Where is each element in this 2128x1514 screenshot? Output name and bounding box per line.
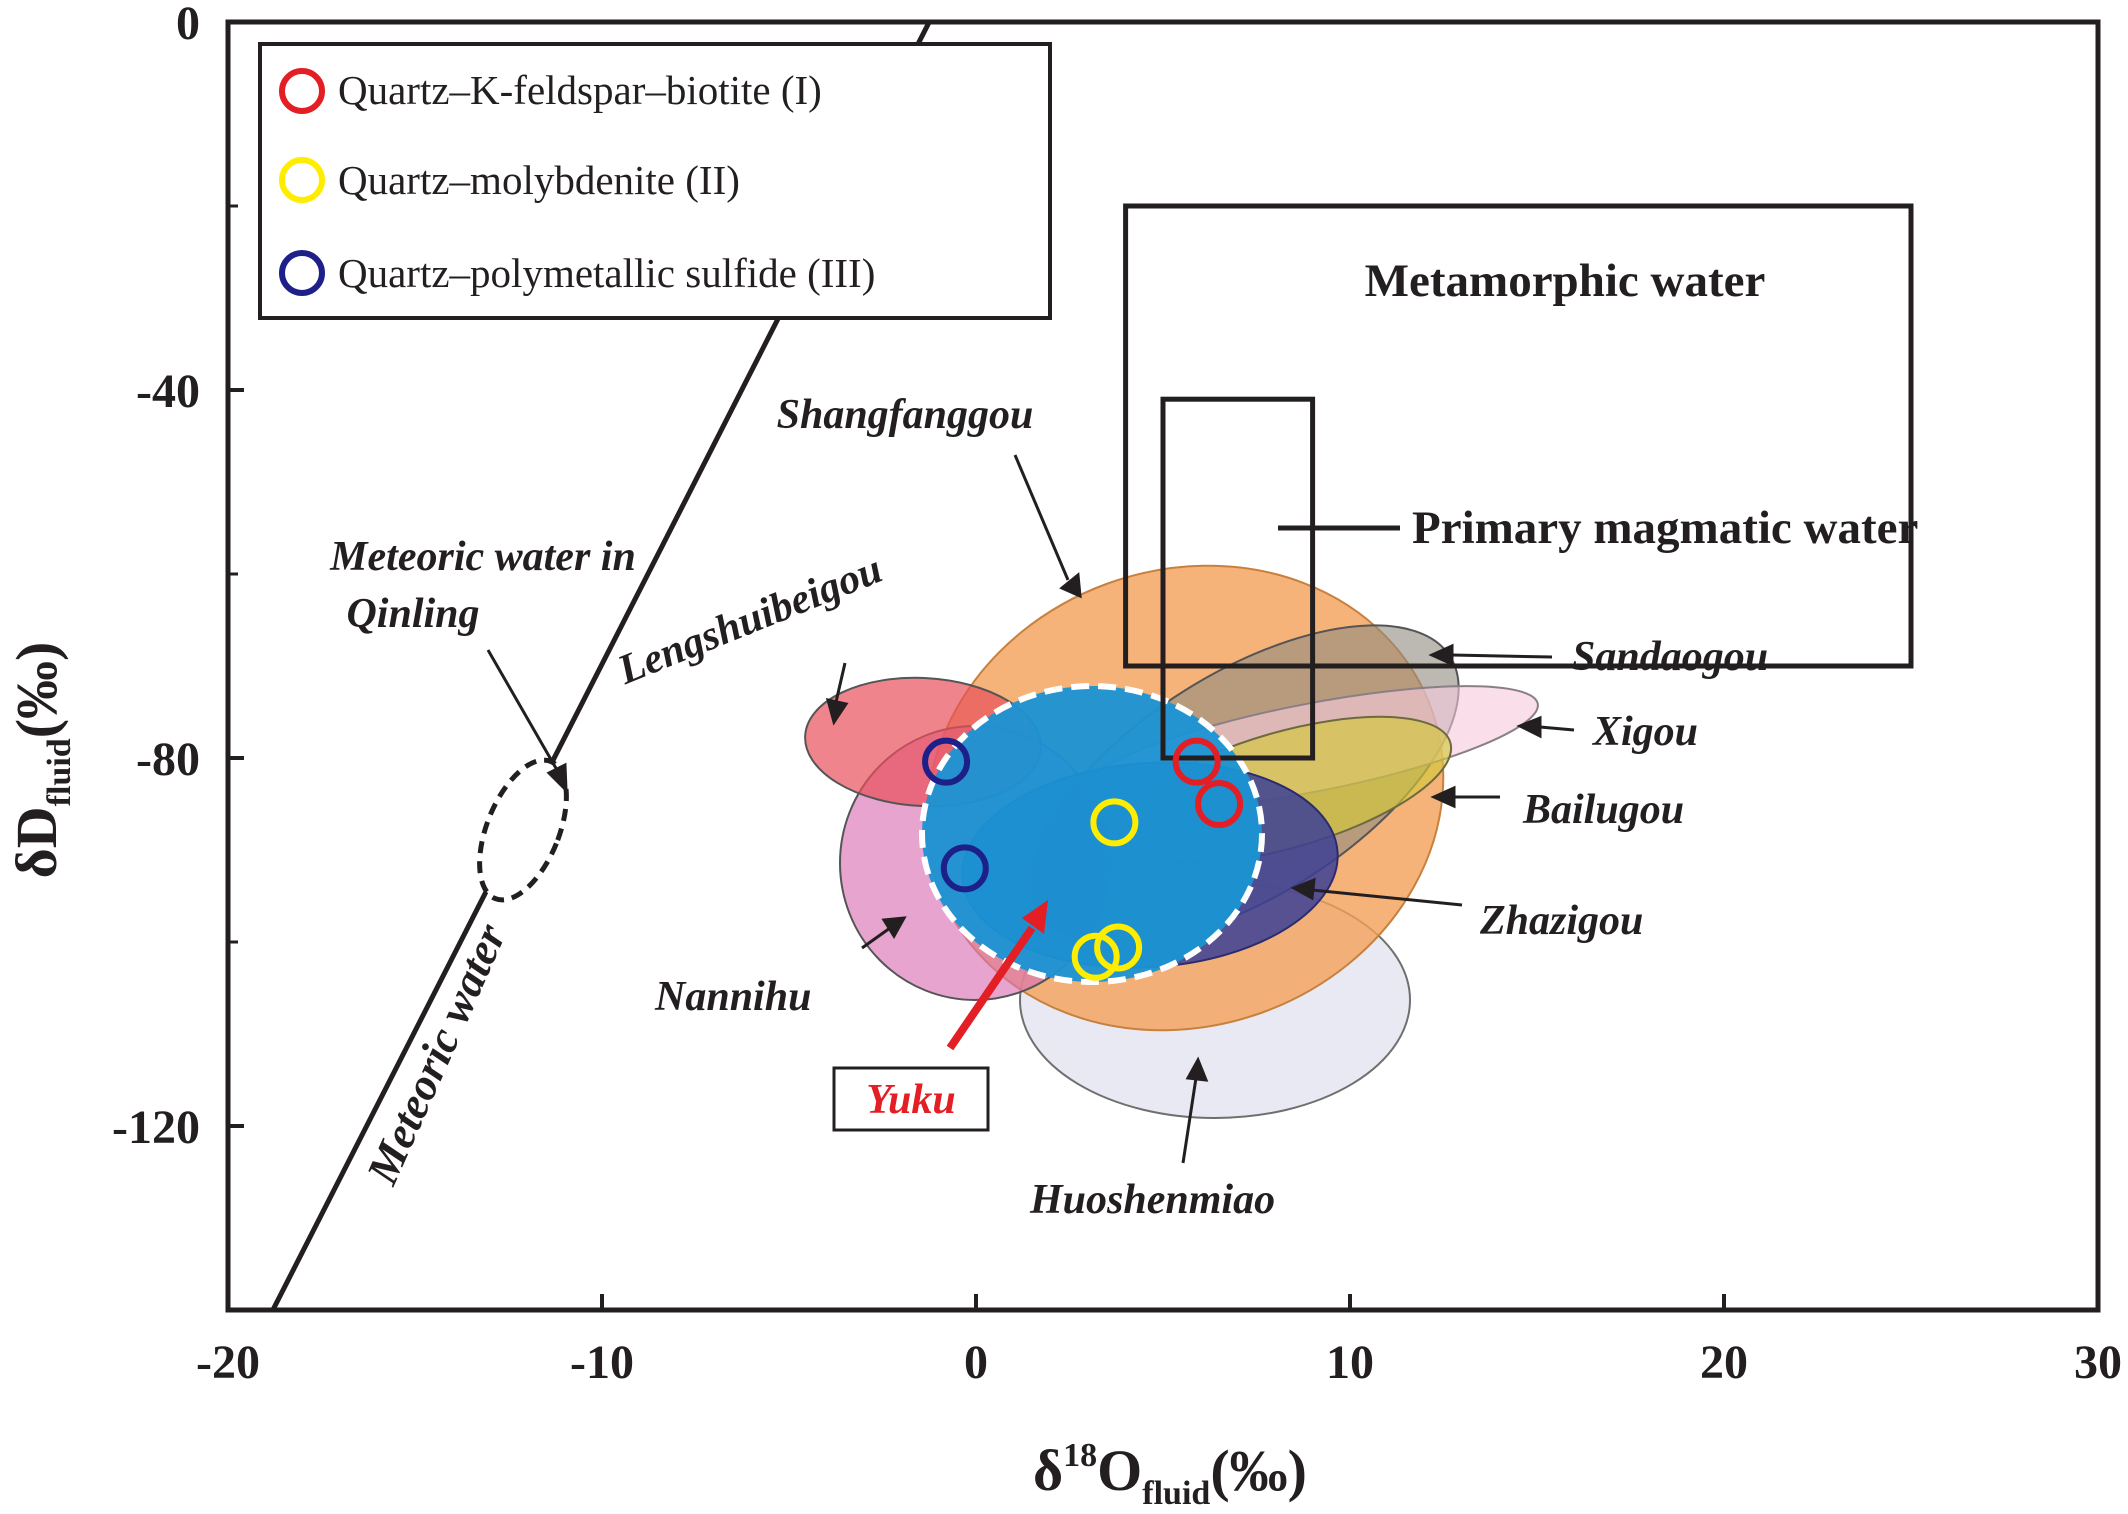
y-tick-label: -40: [136, 365, 200, 418]
legend-marker-series-3: [279, 250, 325, 296]
x-tick-label: 0: [964, 1336, 988, 1389]
axis-ticks: -20 -10 0 10 20 30 0 -40 -80 -120: [112, 0, 2122, 1389]
y-axis-title-unit: (‰): [4, 642, 69, 739]
label-sandaogou: Sandaogou: [1572, 634, 1768, 680]
legend-marker-series-2: [279, 157, 325, 203]
yuku-label-box: Yuku: [832, 1066, 990, 1132]
annotation-arrows: [486, 454, 1575, 1164]
y-tick-label: -120: [112, 1101, 200, 1154]
label-metamorphic-water: Metamorphic water: [1365, 255, 1766, 307]
x-tick-label: 30: [2074, 1336, 2122, 1389]
label-qinling-line2: Qinling: [346, 591, 479, 637]
yuku-arrow: [946, 900, 1048, 1051]
svg-text:δ18Ofluid(‰): δ18Ofluid(‰): [1033, 1437, 1307, 1512]
x-axis-title-unit: (‰): [1210, 1438, 1307, 1503]
x-axis-title: δ18Ofluid(‰): [1033, 1437, 1307, 1512]
metamorphic-water-box: [1123, 203, 1914, 669]
label-zhazigou: Zhazigou: [1479, 898, 1643, 944]
label-nannihu: Nannihu: [654, 974, 811, 1020]
data-point-series-3-2: [940, 844, 989, 893]
legend-label-series-2: Quartz–molybdenite (II): [338, 157, 740, 203]
legend-label-series-1: Quartz–K-feldspar–biotite (I): [338, 67, 822, 113]
primary-magmatic-water-box: [1160, 396, 1316, 761]
x-tick-label: 10: [1326, 1336, 1374, 1389]
y-axis-title-sub: fluid: [41, 738, 78, 806]
y-tick-label: 0: [176, 0, 200, 50]
x-axis-title-rest: O: [1097, 1438, 1142, 1503]
x-axis-title-sub: fluid: [1142, 1475, 1210, 1512]
y-tick-label: -80: [136, 733, 200, 786]
x-tick-label: 20: [1700, 1336, 1748, 1389]
label-xigou: Xigou: [1591, 709, 1698, 755]
data-point-series-3-1: [922, 737, 971, 786]
label-yuku: Yuku: [866, 1077, 956, 1123]
y-axis-title-main: δD: [4, 806, 69, 878]
label-primary-magmatic-water: Primary magmatic water: [1412, 502, 1918, 554]
plot-frame: [225, 19, 2101, 1313]
label-bailugou: Bailugou: [1522, 787, 1684, 833]
data-point-series-2-2: [1071, 932, 1120, 981]
reference-boxes: [1123, 203, 1914, 761]
x-axis-title-main: δ: [1033, 1438, 1063, 1503]
x-tick-label: -10: [570, 1336, 634, 1389]
data-point-series-1-2: [1195, 780, 1244, 828]
svg-text:δDfluid(‰): δDfluid(‰): [4, 642, 78, 879]
x-tick-label: -20: [196, 1336, 260, 1389]
fields-layer: [804, 564, 1539, 1119]
label-huoshenmiao: Huoshenmiao: [1029, 1177, 1275, 1223]
data-point-series-2-1: [1090, 798, 1139, 847]
y-axis-title: δDfluid(‰): [4, 642, 78, 879]
label-shangfanggou: Shangfanggou: [777, 392, 1034, 438]
legend-box: [258, 42, 1052, 320]
label-qinling-line1: Meteoric water in: [329, 534, 636, 580]
data-point-series-1-1: [1172, 737, 1221, 786]
data-points: [922, 737, 1244, 981]
legend-marker-series-1: [279, 68, 325, 114]
label-meteoric-water: Meteoric water: [356, 916, 516, 1192]
x-axis-title-sup: 18: [1063, 1437, 1097, 1474]
legend-label-series-3: Quartz–polymetallic sulfide (III): [338, 250, 875, 296]
data-point-series-2-3: [1094, 923, 1143, 972]
legend: Quartz–K-feldspar–biotite (I) Quartz–mol…: [258, 42, 1052, 320]
